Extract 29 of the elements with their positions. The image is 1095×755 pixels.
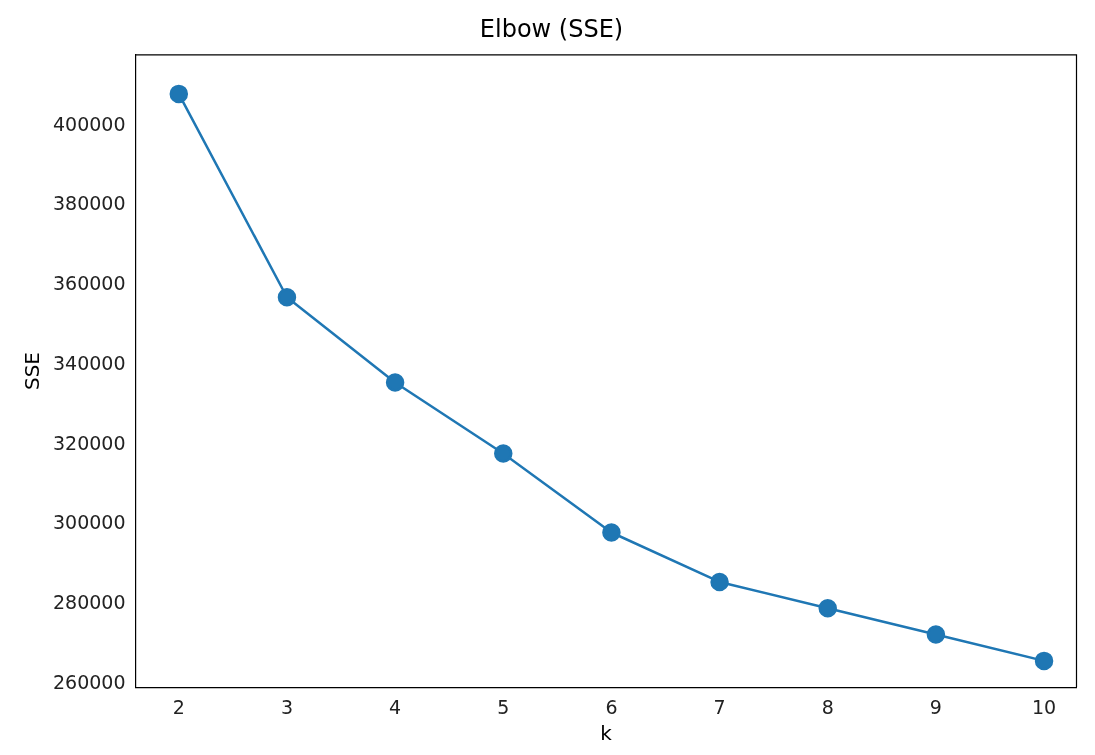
point [385,373,405,392]
chart-title: Elbow (SSE) [479,14,624,43]
x-axis-title: k [600,721,613,746]
x-tick-label: 2 [172,695,185,718]
point [818,599,837,618]
y-tick-label: 340000 [53,351,126,374]
y-tick-label: 300000 [53,511,126,534]
y-tick-label: 280000 [53,591,126,614]
point [602,523,621,542]
x-tick-label: 4 [389,695,402,718]
point [926,625,946,644]
point [277,287,297,307]
x-tick-label: 10 [1031,695,1057,718]
y-axis-title: SSE [20,351,45,391]
x-tick-label: 9 [929,695,942,718]
point [494,444,513,463]
point [1034,651,1054,671]
y-tick-label: 320000 [53,431,126,454]
x-tick-label: 5 [497,695,510,718]
y-tick-label: 400000 [53,112,126,135]
y-tick-label: 380000 [53,192,126,215]
point [169,84,189,104]
point [710,572,729,592]
x-tick-label: 6 [605,695,618,718]
x-tick-label: 7 [713,695,726,718]
x-tick-label: 8 [821,695,834,718]
y-tick-label: 360000 [53,272,126,295]
x-tick-label: 3 [280,695,293,718]
y-tick-label: 260000 [53,670,126,693]
